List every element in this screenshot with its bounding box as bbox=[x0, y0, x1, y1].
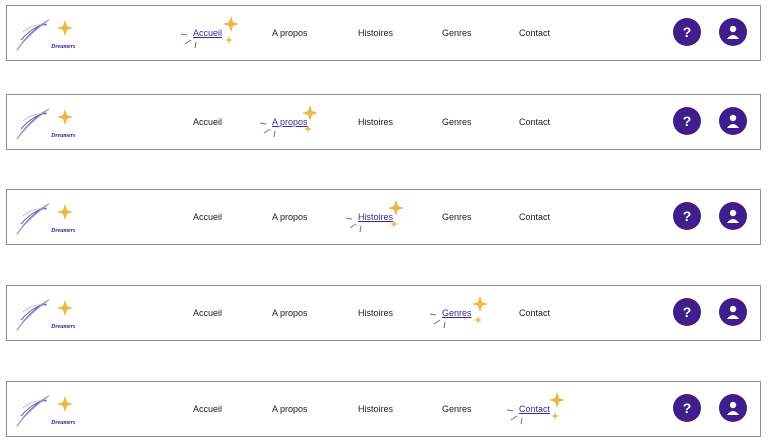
user-icon bbox=[727, 209, 739, 223]
nav-link-a-propos[interactable]: A propos bbox=[272, 308, 308, 318]
navbar-state-4: Dreamers Accueil A propos Histoires Genr… bbox=[6, 285, 761, 341]
user-icon bbox=[727, 114, 739, 128]
moon-feather-logo-icon: Dreamers bbox=[16, 294, 76, 333]
help-icon: ? bbox=[682, 400, 692, 416]
nav-link-histoires[interactable]: Histoires bbox=[358, 308, 394, 318]
help-icon: ? bbox=[682, 24, 692, 40]
nav-link-contact[interactable]: Contact bbox=[519, 212, 551, 222]
logo[interactable]: Dreamers bbox=[13, 99, 83, 147]
nav-link-accueil[interactable]: Accueil bbox=[193, 308, 223, 318]
user-icon bbox=[727, 401, 739, 415]
user-button[interactable] bbox=[719, 394, 747, 422]
nav-link-contact[interactable]: Contact bbox=[519, 117, 551, 127]
nav-link-genres[interactable]: Genres bbox=[442, 212, 472, 222]
help-button[interactable]: ? bbox=[673, 298, 701, 326]
nav-link-accueil[interactable]: Accueil bbox=[193, 212, 223, 222]
logo-text: Dreamers bbox=[50, 133, 76, 139]
nav-link-genres[interactable]: Genres bbox=[442, 404, 472, 414]
nav-link-contact[interactable]: Contact bbox=[519, 404, 551, 414]
nav-link-a-propos[interactable]: A propos bbox=[272, 117, 308, 127]
nav-link-histoires[interactable]: Histoires bbox=[358, 117, 394, 127]
nav-link-contact[interactable]: Contact bbox=[519, 28, 551, 38]
nav-link-accueil[interactable]: Accueil bbox=[193, 404, 223, 414]
moon-feather-logo-icon: Dreamers bbox=[16, 103, 76, 142]
user-icon bbox=[727, 25, 739, 39]
nav-link-genres[interactable]: Genres bbox=[442, 117, 472, 127]
moon-feather-logo-icon: Dreamers bbox=[16, 390, 76, 429]
nav-link-a-propos[interactable]: A propos bbox=[272, 212, 308, 222]
navbar-state-5: Dreamers Accueil A propos Histoires Genr… bbox=[6, 381, 761, 437]
logo[interactable]: Dreamers bbox=[13, 290, 83, 338]
help-button[interactable]: ? bbox=[673, 394, 701, 422]
nav-link-genres[interactable]: Genres bbox=[442, 308, 472, 318]
moon-feather-logo-icon: Dreamers bbox=[16, 14, 76, 53]
help-icon: ? bbox=[682, 208, 692, 224]
nav-link-histoires[interactable]: Histoires bbox=[358, 212, 394, 222]
navbar-state-3: Dreamers Accueil A propos Histoires Genr… bbox=[6, 189, 761, 245]
user-button[interactable] bbox=[719, 107, 747, 135]
nav-link-contact[interactable]: Contact bbox=[519, 308, 551, 318]
logo-text: Dreamers bbox=[50, 420, 76, 426]
navbar-state-2: Dreamers Accueil A propos Histoires Genr… bbox=[6, 94, 761, 150]
logo-text: Dreamers bbox=[50, 228, 76, 234]
user-button[interactable] bbox=[719, 202, 747, 230]
logo[interactable]: Dreamers bbox=[13, 10, 83, 58]
nav-link-histoires[interactable]: Histoires bbox=[358, 28, 394, 38]
user-button[interactable] bbox=[719, 18, 747, 46]
nav-link-histoires[interactable]: Histoires bbox=[358, 404, 394, 414]
help-button[interactable]: ? bbox=[673, 18, 701, 46]
logo[interactable]: Dreamers bbox=[13, 386, 83, 434]
navbar-state-1: Dreamers Accueil A propos Histoires Genr… bbox=[6, 5, 761, 61]
nav-link-accueil[interactable]: Accueil bbox=[193, 28, 223, 38]
nav-link-a-propos[interactable]: A propos bbox=[272, 404, 308, 414]
help-icon: ? bbox=[682, 304, 692, 320]
user-button[interactable] bbox=[719, 298, 747, 326]
logo[interactable]: Dreamers bbox=[13, 194, 83, 242]
logo-text: Dreamers bbox=[50, 44, 76, 50]
logo-text: Dreamers bbox=[50, 324, 76, 330]
nav-link-a-propos[interactable]: A propos bbox=[272, 28, 308, 38]
nav-link-accueil[interactable]: Accueil bbox=[193, 117, 223, 127]
help-button[interactable]: ? bbox=[673, 107, 701, 135]
user-icon bbox=[727, 305, 739, 319]
help-icon: ? bbox=[682, 113, 692, 129]
moon-feather-logo-icon: Dreamers bbox=[16, 198, 76, 237]
nav-link-genres[interactable]: Genres bbox=[442, 28, 472, 38]
help-button[interactable]: ? bbox=[673, 202, 701, 230]
